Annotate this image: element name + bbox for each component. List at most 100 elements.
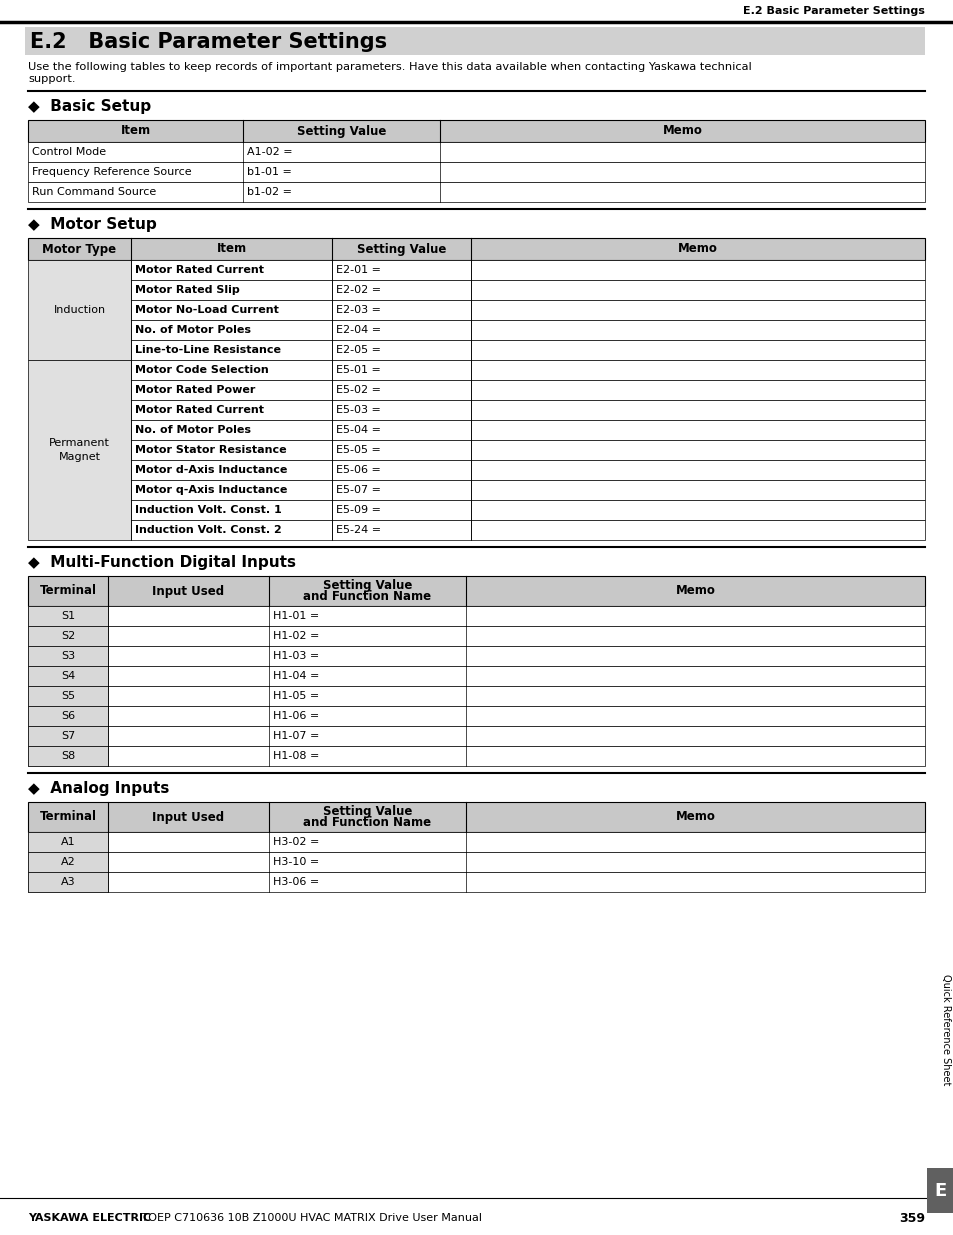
Text: E5-09 =: E5-09 = <box>335 505 380 515</box>
Text: Item: Item <box>216 242 246 256</box>
Text: S2: S2 <box>61 631 75 641</box>
Bar <box>28 872 108 892</box>
Text: Input Used: Input Used <box>152 810 224 824</box>
Bar <box>471 261 924 280</box>
Bar <box>131 480 332 500</box>
Text: E2-02 =: E2-02 = <box>335 285 381 295</box>
Text: E5-01 =: E5-01 = <box>335 366 380 375</box>
Bar <box>28 872 924 892</box>
Text: Control Mode: Control Mode <box>32 147 106 157</box>
Bar <box>131 380 332 400</box>
Bar <box>332 520 471 540</box>
Text: and Function Name: and Function Name <box>303 590 431 604</box>
Bar <box>28 162 924 182</box>
Bar <box>28 706 108 726</box>
Bar <box>28 726 108 746</box>
Text: Motor q-Axis Inductance: Motor q-Axis Inductance <box>135 485 287 495</box>
Text: Induction Volt. Const. 1: Induction Volt. Const. 1 <box>135 505 281 515</box>
Text: S3: S3 <box>61 651 75 661</box>
Text: Run Command Source: Run Command Source <box>32 186 156 198</box>
Text: E: E <box>933 1182 945 1199</box>
Bar <box>332 320 471 340</box>
Text: E5-04 =: E5-04 = <box>335 425 380 435</box>
Bar <box>131 420 332 440</box>
Text: Motor Stator Resistance: Motor Stator Resistance <box>135 445 286 454</box>
Text: A2: A2 <box>61 857 75 867</box>
Bar <box>28 359 131 540</box>
Bar <box>28 606 924 626</box>
Bar <box>28 238 924 261</box>
Text: No. of Motor Poles: No. of Motor Poles <box>135 325 251 335</box>
Bar <box>28 666 108 685</box>
Bar <box>332 420 471 440</box>
Bar <box>28 852 924 872</box>
Bar <box>131 520 332 540</box>
Text: H1-04 =: H1-04 = <box>273 671 319 680</box>
Text: Motor Rated Current: Motor Rated Current <box>135 266 264 275</box>
Text: Terminal: Terminal <box>39 810 96 824</box>
Bar <box>471 440 924 459</box>
Bar <box>28 832 108 852</box>
Text: E5-24 =: E5-24 = <box>335 525 381 535</box>
Text: H1-08 =: H1-08 = <box>273 751 319 761</box>
Bar <box>131 440 332 459</box>
Bar <box>471 420 924 440</box>
Bar <box>28 685 924 706</box>
Bar <box>131 261 332 280</box>
Text: H3-10 =: H3-10 = <box>273 857 319 867</box>
Bar <box>131 300 332 320</box>
Text: Item: Item <box>120 125 151 137</box>
Text: Quick Reference Sheet: Quick Reference Sheet <box>940 974 950 1086</box>
Bar <box>28 852 108 872</box>
Text: Setting Value: Setting Value <box>296 125 386 137</box>
Text: H3-06 =: H3-06 = <box>273 877 319 887</box>
Text: Input Used: Input Used <box>152 584 224 598</box>
Text: Memo: Memo <box>678 242 718 256</box>
Bar <box>471 359 924 380</box>
Text: S8: S8 <box>61 751 75 761</box>
Bar <box>28 120 924 142</box>
Bar <box>131 459 332 480</box>
Bar <box>471 520 924 540</box>
Text: Induction: Induction <box>53 305 106 315</box>
Text: A3: A3 <box>61 877 75 887</box>
Text: Memo: Memo <box>675 810 715 824</box>
Bar <box>471 459 924 480</box>
Bar <box>332 440 471 459</box>
Bar <box>131 340 332 359</box>
Bar <box>471 500 924 520</box>
Text: ◆  Basic Setup: ◆ Basic Setup <box>28 99 151 114</box>
Bar <box>332 500 471 520</box>
Text: S7: S7 <box>61 731 75 741</box>
Text: Motor Code Selection: Motor Code Selection <box>135 366 269 375</box>
Text: YASKAWA ELECTRIC: YASKAWA ELECTRIC <box>28 1213 151 1223</box>
Text: S5: S5 <box>61 692 75 701</box>
Text: b1-02 =: b1-02 = <box>247 186 292 198</box>
Bar <box>131 320 332 340</box>
Text: b1-01 =: b1-01 = <box>247 167 292 177</box>
Bar <box>131 500 332 520</box>
Text: Permanent: Permanent <box>49 438 110 448</box>
Bar <box>28 666 924 685</box>
Text: E5-05 =: E5-05 = <box>335 445 380 454</box>
Text: E5-07 =: E5-07 = <box>335 485 380 495</box>
Text: H3-02 =: H3-02 = <box>273 837 319 847</box>
Bar <box>28 142 924 162</box>
Text: Memo: Memo <box>662 125 701 137</box>
Bar <box>332 261 471 280</box>
Bar <box>28 261 131 359</box>
Text: Motor Rated Power: Motor Rated Power <box>135 385 255 395</box>
Bar <box>28 646 108 666</box>
Bar <box>332 300 471 320</box>
Text: H1-06 =: H1-06 = <box>273 711 319 721</box>
Text: Use the following tables to keep records of important parameters. Have this data: Use the following tables to keep records… <box>28 62 751 72</box>
Bar <box>926 1168 953 1213</box>
Text: E2-01 =: E2-01 = <box>335 266 380 275</box>
Bar <box>28 706 924 726</box>
Text: Setting Value: Setting Value <box>322 578 412 592</box>
Bar <box>131 280 332 300</box>
Text: E2-05 =: E2-05 = <box>335 345 380 354</box>
Text: and Function Name: and Function Name <box>303 816 431 830</box>
Text: A1: A1 <box>61 837 75 847</box>
Text: Setting Value: Setting Value <box>356 242 446 256</box>
